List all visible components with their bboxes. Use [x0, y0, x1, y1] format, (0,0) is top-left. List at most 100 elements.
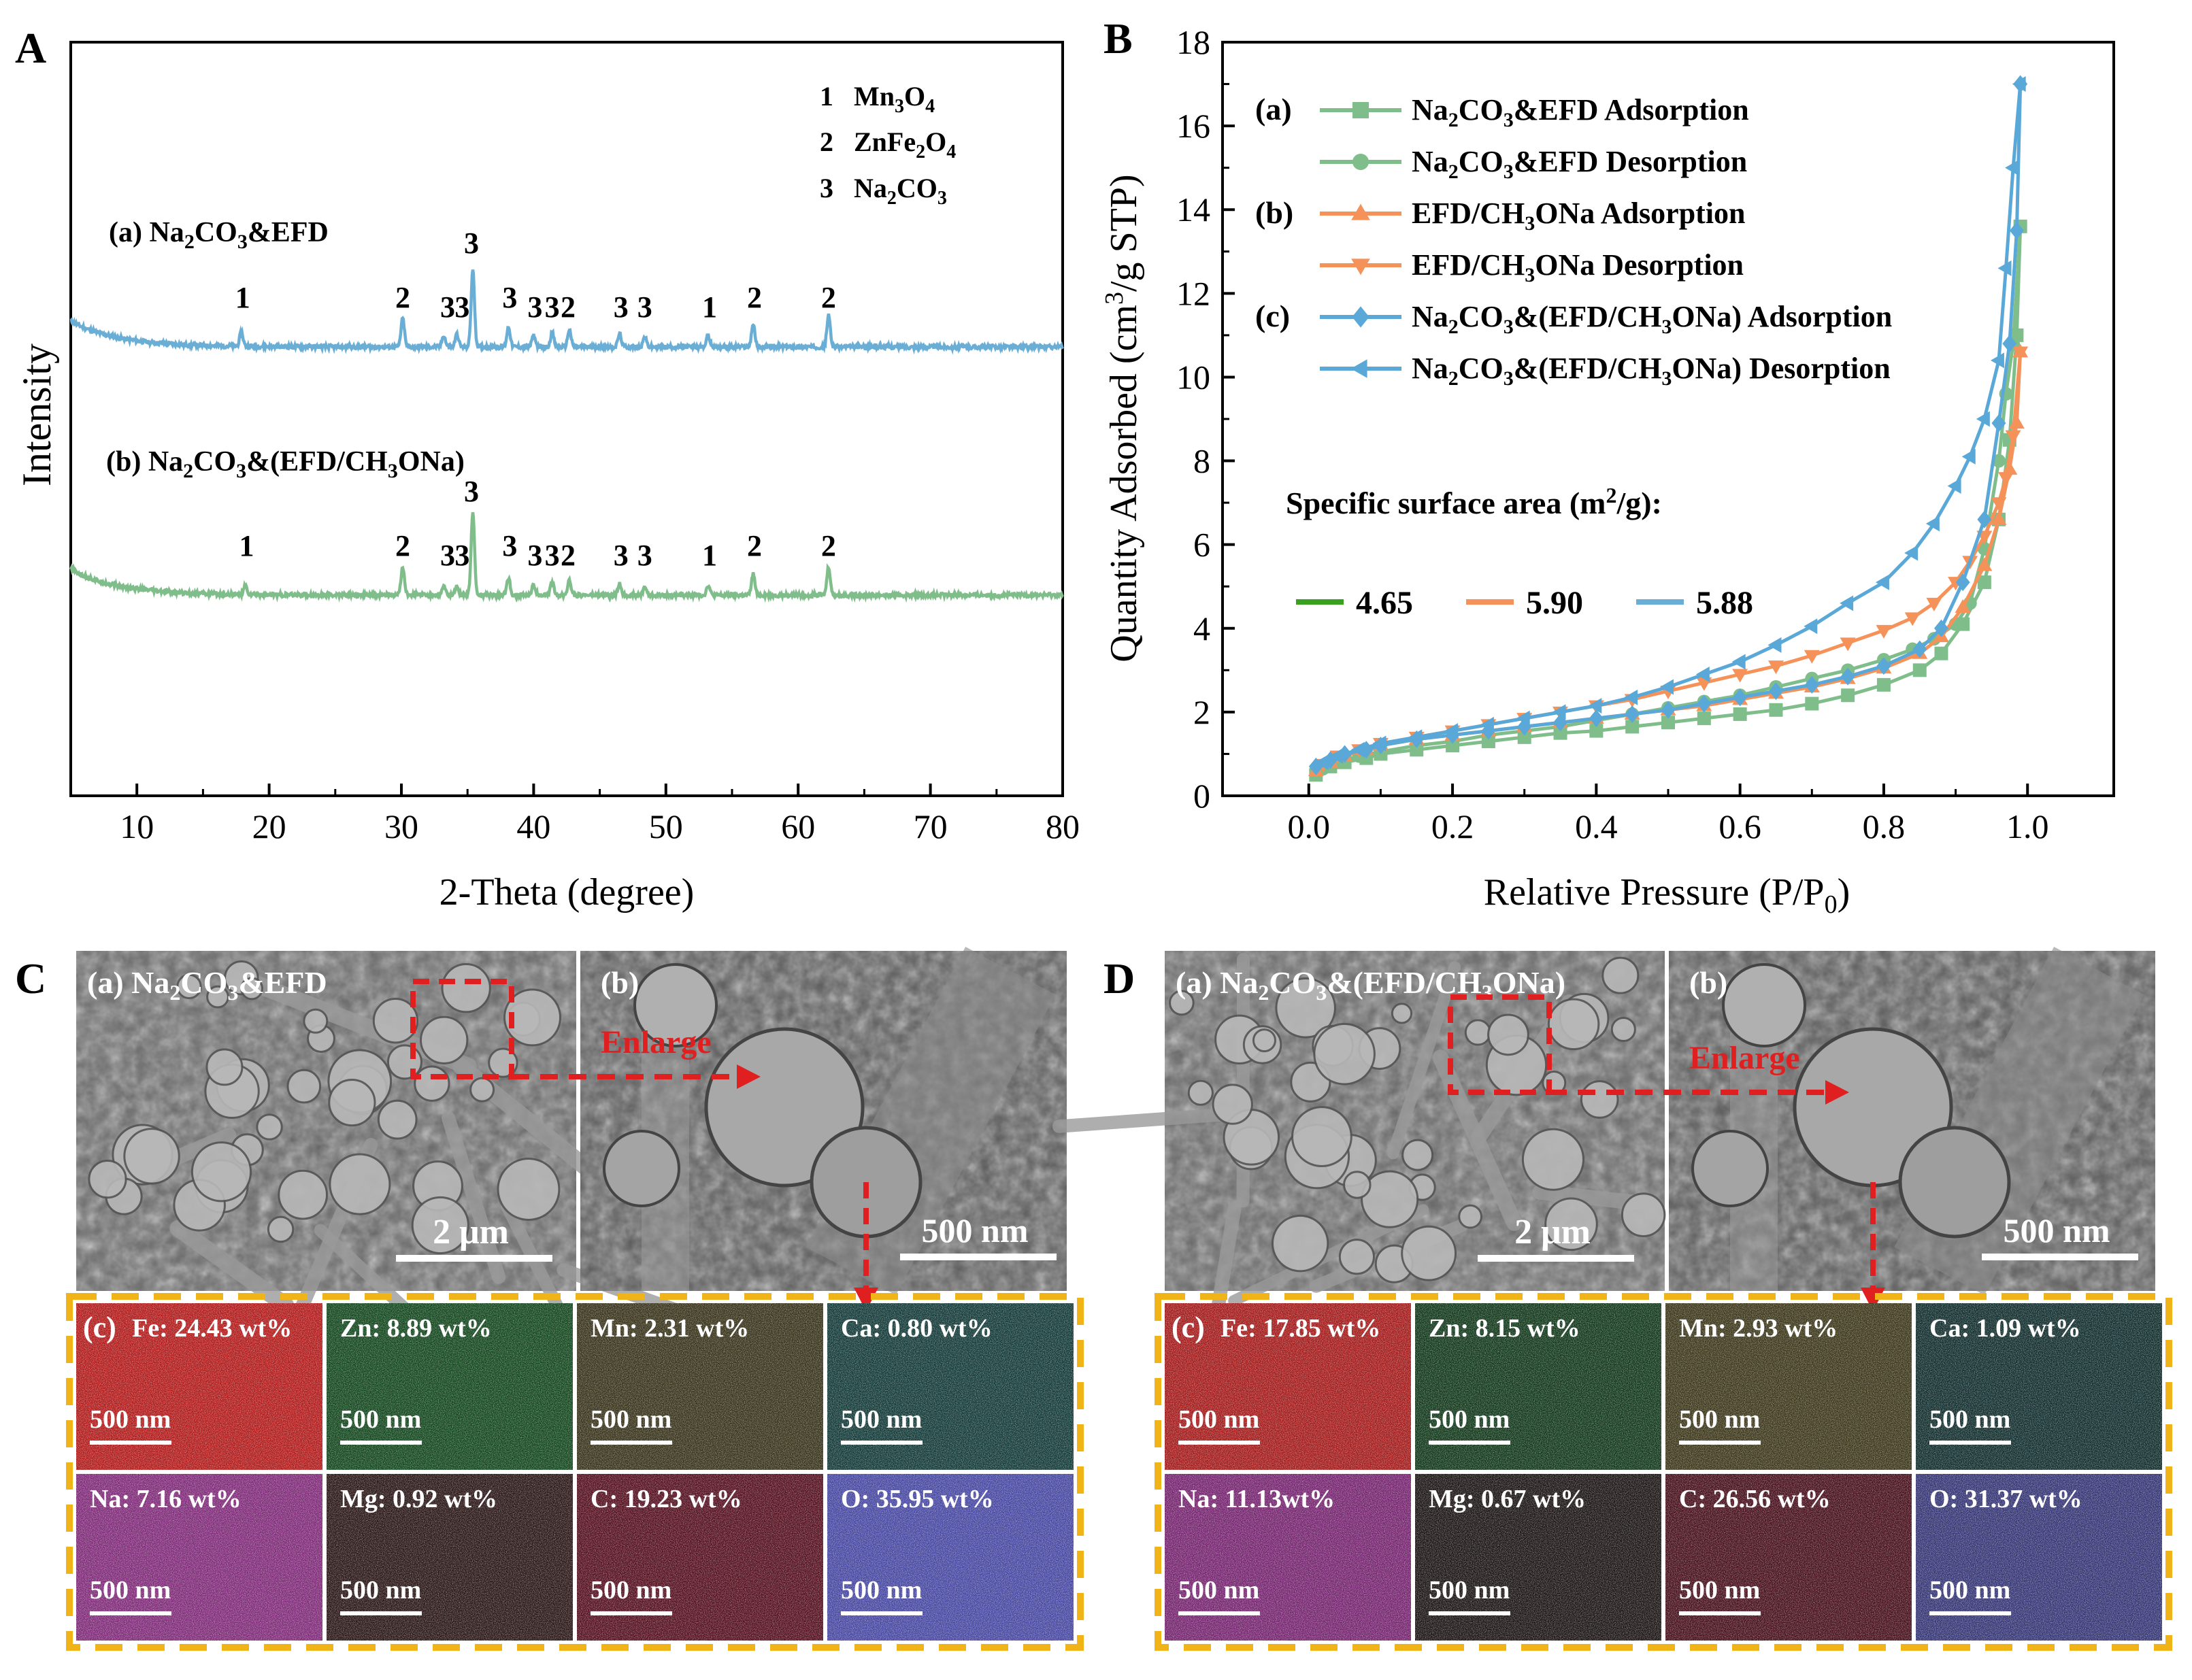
- eds-map-scale-label: 500 nm: [1429, 1405, 1510, 1434]
- bet-legend-label: Na2CO3&EFD Adsorption: [1412, 93, 1749, 131]
- bet-marker-triangle-left: [1925, 516, 1940, 532]
- svg-text:3: 3: [820, 173, 833, 203]
- eds-map-tile: Ca: 0.80 wt% 500 nm: [827, 1303, 1074, 1470]
- bet-marker-diamond: [1912, 640, 1927, 658]
- bet-marker-triangle-left: [1329, 748, 1344, 765]
- bet-marker-square: [1769, 703, 1783, 717]
- bet-marker-triangle-left: [1350, 359, 1367, 378]
- eds-map-label: Fe: 24.43 wt%: [132, 1314, 292, 1343]
- sem-image-a: [76, 951, 705, 1396]
- bet-marker-triangle-down: [1876, 624, 1892, 639]
- bet-marker-triangle-left: [1314, 754, 1329, 771]
- sem-particle: [1212, 1083, 1253, 1125]
- bet-x-tick-label: 0.8: [1863, 807, 1906, 845]
- eds-map-scale-label: 500 nm: [1178, 1405, 1259, 1434]
- xrd-peak-label: 3: [464, 226, 479, 260]
- eds-map-scale-label: 500 nm: [841, 1405, 922, 1434]
- sem-particle: [1401, 1139, 1434, 1171]
- xrd-x-tick-label: 30: [384, 807, 418, 845]
- eds-map-label: Mn: 2.31 wt%: [591, 1314, 749, 1343]
- xrd-peak-label: 1: [702, 290, 717, 324]
- bet-legend-group-tag: (b): [1255, 195, 1293, 230]
- sem-particle: [469, 1077, 495, 1103]
- xrd-peak-label: 3: [502, 529, 517, 562]
- bet-marker-triangle-down: [1926, 597, 1942, 611]
- bet-marker-diamond: [1768, 682, 1783, 701]
- sem-particle: [240, 977, 263, 1001]
- sem-b-label: (b): [601, 965, 639, 1000]
- xrd-series-line: [69, 269, 1064, 355]
- bet-marker-diamond: [1955, 573, 1970, 592]
- bet-marker-square: [1805, 696, 1819, 711]
- bet-x-tick-label: 0.4: [1575, 807, 1618, 845]
- sem-particle: [190, 1141, 252, 1203]
- bet-marker-triangle-left: [1552, 704, 1566, 720]
- scale-bar-b-label: 500 nm: [2004, 1211, 2110, 1249]
- bet-marker-triangle-left: [1731, 654, 1746, 670]
- svg-text:Mn3O4: Mn3O4: [854, 81, 935, 117]
- bet-marker-triangle-left: [1947, 477, 1961, 494]
- sem-particle: [1547, 998, 1600, 1051]
- eds-map-label: Mg: 0.67 wt%: [1429, 1485, 1586, 1513]
- eds-map-scale-label: 500 nm: [1178, 1576, 1259, 1605]
- eds-map-tile: Na: 11.13wt% 500 nm: [1165, 1474, 1411, 1641]
- bet-marker-square: [1661, 716, 1675, 730]
- sem-particle-large: [1898, 1126, 2011, 1239]
- panel-label-c: C: [15, 954, 46, 1003]
- bet-marker-diamond: [1840, 667, 1855, 686]
- sem-particle: [1580, 1080, 1619, 1119]
- bet-marker-square: [1589, 724, 1604, 738]
- bet-series: [1314, 76, 2026, 771]
- bet-marker-square: [1934, 646, 1948, 660]
- xrd-x-ticks: 10 20 30 40 50 60 70 80: [120, 784, 1080, 845]
- surface-area-box: Specific surface area (m2/g): 4.65 5.90 5.…: [1286, 483, 1753, 621]
- sem-a-label: (a) Na2CO3&EFD: [87, 965, 327, 1005]
- xrd-peak-label: 1: [702, 539, 717, 572]
- sem-particle: [1521, 1128, 1585, 1191]
- bet-y-tick-label: 18: [1176, 23, 1210, 61]
- bet-y-tick-label: 2: [1193, 693, 1210, 731]
- bet-marker-triangle-down: [1732, 669, 1748, 683]
- bet-y-tick-label: 12: [1176, 274, 1210, 312]
- bet-marker-diamond: [1625, 705, 1640, 723]
- bet-marker-triangle-down: [1840, 637, 1856, 652]
- bet-y-tick-label: 4: [1193, 609, 1210, 648]
- sem-particle: [497, 1157, 561, 1221]
- panel-label-a: A: [15, 24, 46, 72]
- eds-map-label: Mn: 2.93 wt%: [1679, 1314, 1838, 1343]
- bet-marker-triangle-up: [1955, 599, 1971, 613]
- bet-marker-triangle-left: [2005, 160, 2019, 176]
- xrd-plot-frame: [69, 41, 1064, 797]
- bet-marker-triangle-left: [1904, 545, 1919, 561]
- sem-a-label: (a) Na2CO3&(EFD/CH3ONa): [1176, 965, 1565, 1005]
- xrd-peak-label: 3: [545, 290, 560, 324]
- svg-text:2: 2: [820, 127, 833, 157]
- xrd-peak-label: 2: [747, 281, 762, 314]
- sem-particle: [176, 973, 202, 1000]
- bet-axis-ticks: 0.0 0.2 0.4 0.6 0.8 1.0 0 2 4 6 8 10 12 14 16 18: [1176, 23, 2048, 845]
- enlarge-region-box: [410, 979, 514, 1079]
- xrd-x-tick-label: 60: [781, 807, 815, 845]
- xrd-peak-label: 3: [454, 290, 469, 324]
- bet-marker-square: [1876, 677, 1891, 692]
- bet-marker-triangle-left: [1444, 723, 1459, 739]
- bet-marker-triangle-down: [2012, 346, 2029, 360]
- sem-particle: [1271, 1214, 1329, 1273]
- xrd-peak-label: 3: [464, 475, 479, 508]
- bet-legend-item: (a) Na2CO3&EFD Adsorption: [1255, 92, 1749, 131]
- xrd-peak-label: 3: [440, 290, 455, 324]
- eds-map-tile: Mg: 0.67 wt% 500 nm: [1415, 1474, 1661, 1641]
- eds-map-label: Fe: 17.85 wt%: [1220, 1314, 1380, 1343]
- surface-area-value: 5.90: [1526, 585, 1583, 621]
- eds-map-tag: (c): [1172, 1311, 1205, 1344]
- xrd-series-a-label: (a) Na2CO3&EFD: [109, 217, 329, 253]
- sem-particle: [1601, 956, 1640, 994]
- xrd-x-axis-label: 2-Theta (degree): [439, 871, 695, 913]
- bet-marker-triangle-left: [1990, 352, 2004, 369]
- surface-area-item: 5.88: [1636, 585, 1753, 621]
- sem-particle: [1343, 1171, 1372, 1199]
- eds-map-tile: Na: 7.16 wt% 500 nm: [76, 1474, 322, 1641]
- bet-marker-triangle-left: [1767, 637, 1782, 653]
- sem-particle: [1252, 1028, 1276, 1053]
- xrd-phase-legend: 1 Mn3O4 2 ZnFe2O4 3 Na2CO3: [820, 81, 956, 209]
